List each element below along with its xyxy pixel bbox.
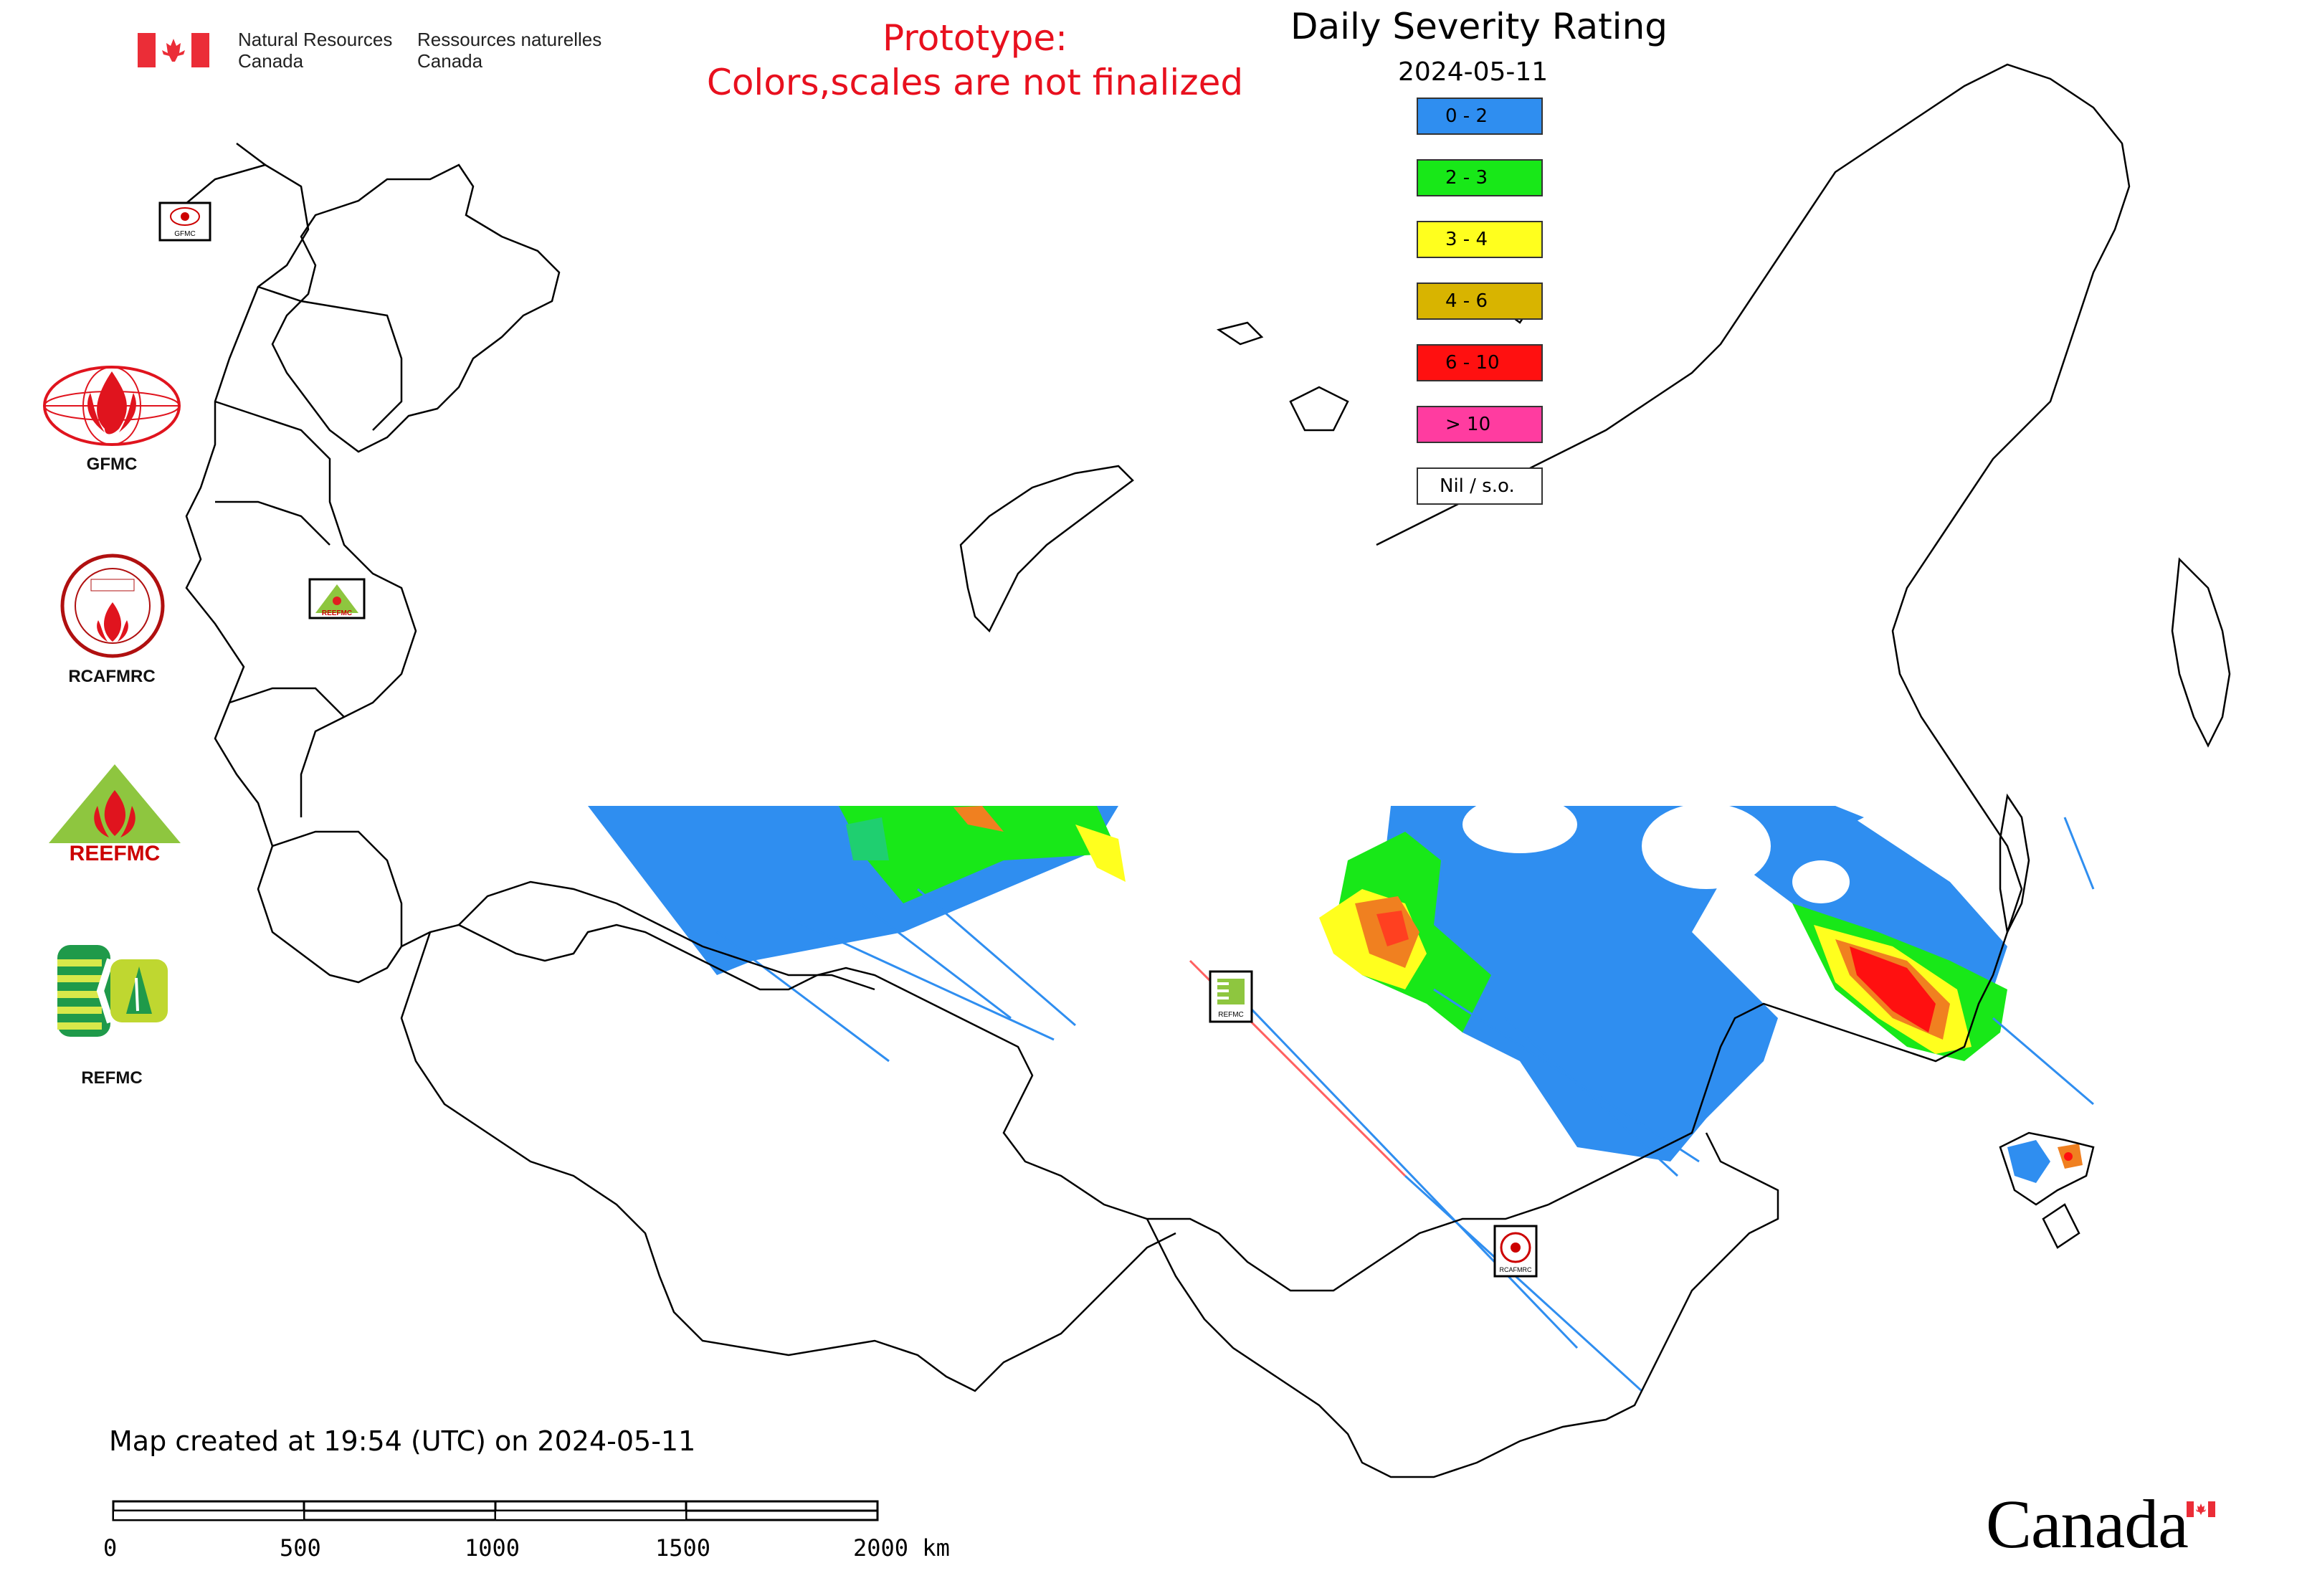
map-logo-reefmc: REEFMC: [308, 578, 366, 619]
scale-tick-0: 0: [103, 1534, 118, 1562]
legend-item-nil: Nil / s.o.: [1417, 467, 1543, 505]
raster-hokkaido: [2007, 1140, 2050, 1183]
svg-text:RCAFMRC: RCAFMRC: [1500, 1266, 1532, 1273]
svg-text:REEFMC: REEFMC: [70, 842, 161, 865]
raster-red-east: [1850, 946, 1936, 1032]
legend-item-3-4: 3 - 4: [1417, 221, 1543, 258]
svg-text:REFMC: REFMC: [1218, 1011, 1244, 1019]
refmc-logo-icon: [57, 945, 172, 1037]
scale-tick-1500: 1500: [655, 1534, 711, 1562]
svg-text:GFMC: GFMC: [174, 230, 195, 238]
svg-text:REEFMC: REEFMC: [322, 609, 352, 617]
map-logo-refmc: REFMC: [1209, 970, 1253, 1023]
map-title: Daily Severity Rating: [1290, 6, 1668, 47]
raster-green-blob: [846, 817, 889, 860]
legend-item-over-10: > 10: [1417, 406, 1543, 443]
raster-red-central: [1376, 911, 1409, 946]
country-boundaries: [171, 63, 2231, 1478]
department-name-en: Natural Resources Canada: [238, 29, 393, 72]
scale-tick-500: 500: [280, 1534, 321, 1562]
map-logo-gfmc: GFMC: [158, 201, 211, 242]
rcafmrc-logo-icon: [59, 552, 166, 660]
scale-tick-1000: 1000: [465, 1534, 520, 1562]
gfmc-label: GFMC: [86, 455, 138, 474]
canada-wordmark: Canada: [1986, 1486, 2189, 1562]
reefmc-logo-icon: REEFMC: [37, 764, 192, 865]
prototype-notice: Prototype: Colors,scales are not finaliz…: [706, 17, 1244, 103]
legend-item-2-3: 2 - 3: [1417, 159, 1543, 196]
legend-item-4-6: 4 - 6: [1417, 282, 1543, 320]
raster-blue-east: [1520, 806, 2007, 1032]
scale-tick-2000: 2000 km: [853, 1534, 950, 1562]
raster-yellow-west: [1075, 825, 1126, 882]
raster-orange-west: [953, 806, 1004, 832]
canada-flag-icon: [138, 33, 209, 67]
raster-blue-central: [1376, 806, 1864, 1162]
map-created-text: Map created at 19:54 (UTC) on 2024-05-11: [109, 1425, 696, 1457]
refmc-label: REFMC: [81, 1068, 143, 1088]
rcafmrc-label: RCAFMRC: [68, 667, 156, 686]
wordmark-flag-icon: [2187, 1501, 2215, 1517]
severity-raster: [588, 796, 2095, 1392]
raster-green-west: [839, 806, 1118, 903]
legend-item-0-2: 0 - 2: [1417, 98, 1543, 135]
coast-europe-west: [271, 163, 561, 453]
scale-bar: [112, 1500, 880, 1524]
gfmc-logo-icon: [40, 364, 184, 450]
department-name-fr: Ressources naturelles Canada: [417, 29, 602, 72]
legend-item-6-10: 6 - 10: [1417, 344, 1543, 381]
map-date: 2024-05-11: [1398, 57, 1549, 87]
map-logo-rcafmrc: RCAFMRC: [1493, 1225, 1538, 1278]
